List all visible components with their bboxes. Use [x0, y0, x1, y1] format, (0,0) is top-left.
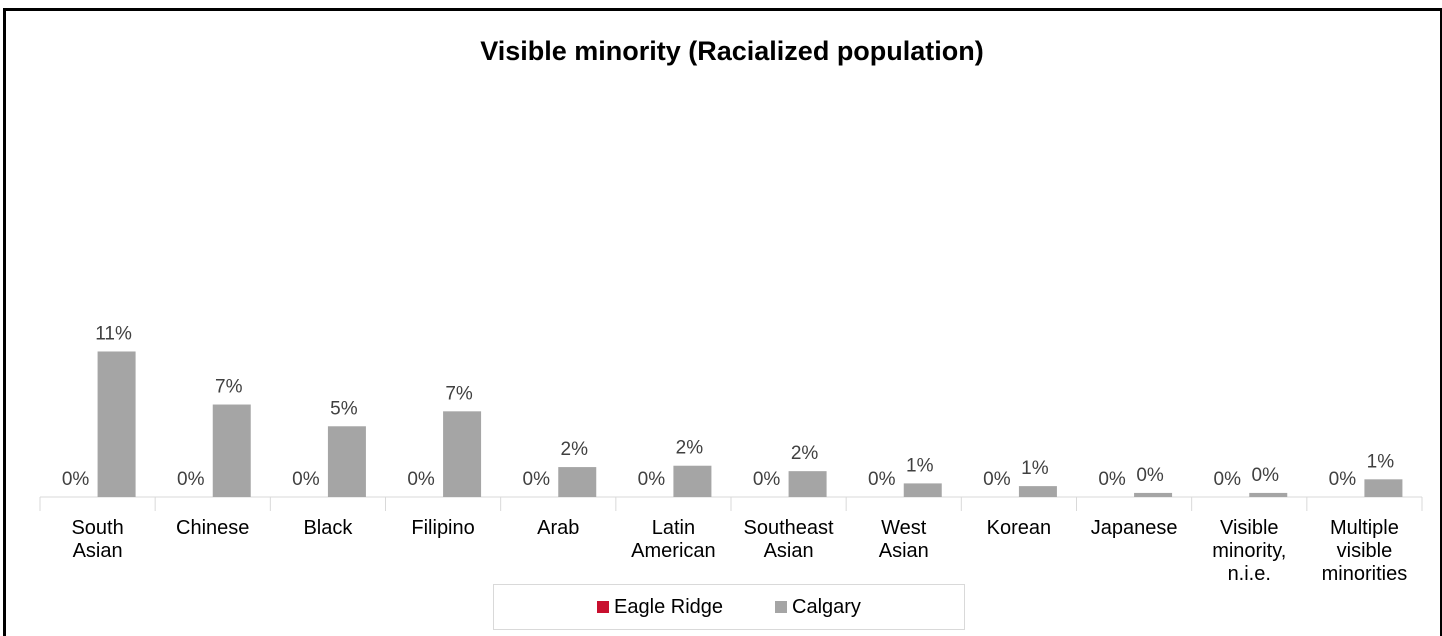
x-tick-label-black: Black	[303, 517, 353, 539]
data-label-calgary-chinese: 7%	[215, 377, 243, 398]
data-label-calgary-visible-minority-n-i-e: 0%	[1252, 465, 1280, 486]
bar-calgary-korean	[1018, 486, 1057, 497]
data-label-eagle-ridge-south-asian: 0%	[62, 469, 90, 490]
bar-calgary-filipino	[443, 411, 482, 497]
x-tick-label-arab: Arab	[537, 517, 579, 539]
x-tick-label-visible-minority-n-i-e: Visible minority, n.i.e.	[1212, 517, 1286, 585]
legend-item-eagle-ridge: Eagle Ridge	[597, 596, 723, 619]
data-label-calgary-korean: 1%	[1021, 458, 1049, 479]
bar-calgary-southeast-asian	[788, 471, 827, 497]
legend-item-calgary: Calgary	[775, 596, 861, 619]
x-tick-label-chinese: Chinese	[176, 517, 249, 539]
bar-calgary-chinese	[212, 404, 251, 497]
data-label-calgary-black: 5%	[330, 398, 358, 419]
data-label-eagle-ridge-black: 0%	[292, 469, 320, 490]
data-label-calgary-south-asian: 11%	[95, 323, 132, 344]
data-label-eagle-ridge-filipino: 0%	[407, 469, 435, 490]
bar-calgary-visible-minority-n-i-e	[1249, 492, 1288, 497]
legend-label-calgary: Calgary	[792, 595, 861, 618]
data-label-calgary-southeast-asian: 2%	[791, 443, 819, 464]
chart-title: Visible minority (Racialized population)	[480, 36, 984, 66]
bar-calgary-black	[327, 426, 366, 497]
x-tick-label-japanese: Japanese	[1091, 517, 1178, 539]
data-label-eagle-ridge-southeast-asian: 0%	[753, 469, 781, 490]
bar-calgary-south-asian	[97, 351, 136, 497]
legend-swatch-calgary	[775, 601, 788, 613]
x-tick-label-filipino: Filipino	[411, 517, 474, 539]
x-tick-label-multiple-visible-minorities: Multiple visible minorities	[1322, 517, 1408, 585]
data-label-eagle-ridge-korean: 0%	[983, 469, 1011, 490]
data-label-calgary-arab: 2%	[561, 439, 589, 460]
data-label-eagle-ridge-japanese: 0%	[1098, 469, 1126, 490]
data-label-calgary-multiple-visible-minorities: 1%	[1367, 451, 1395, 472]
x-tick-label-korean: Korean	[987, 517, 1052, 539]
legend-swatch-eagle-ridge	[597, 601, 610, 613]
chart-frame	[3, 8, 1442, 636]
chart-legend: Eagle Ridge Calgary	[493, 584, 965, 630]
data-label-eagle-ridge-multiple-visible-minorities: 0%	[1329, 469, 1357, 490]
data-label-eagle-ridge-west-asian: 0%	[868, 469, 896, 490]
x-tick-label-west-asian: West Asian	[879, 517, 929, 562]
data-label-eagle-ridge-chinese: 0%	[177, 469, 205, 490]
legend-label-eagle-ridge: Eagle Ridge	[614, 595, 724, 618]
x-tick-label-latin-american: Latin American	[631, 517, 715, 562]
bar-calgary-latin-american	[673, 465, 712, 497]
bar-calgary-multiple-visible-minorities	[1364, 479, 1403, 497]
data-label-eagle-ridge-visible-minority-n-i-e: 0%	[1214, 469, 1242, 490]
bar-calgary-arab	[558, 467, 597, 497]
data-label-calgary-filipino: 7%	[445, 383, 473, 404]
bar-calgary-japanese	[1134, 492, 1173, 497]
data-label-eagle-ridge-latin-american: 0%	[638, 469, 666, 490]
x-tick-label-south-asian: South Asian	[71, 517, 123, 562]
data-label-calgary-west-asian: 1%	[906, 455, 934, 476]
x-tick-label-southeast-asian: Southeast Asian	[744, 517, 835, 562]
data-label-eagle-ridge-arab: 0%	[523, 469, 551, 490]
bar-calgary-west-asian	[903, 483, 942, 497]
data-label-calgary-japanese: 0%	[1136, 465, 1164, 486]
data-label-calgary-latin-american: 2%	[676, 438, 704, 459]
